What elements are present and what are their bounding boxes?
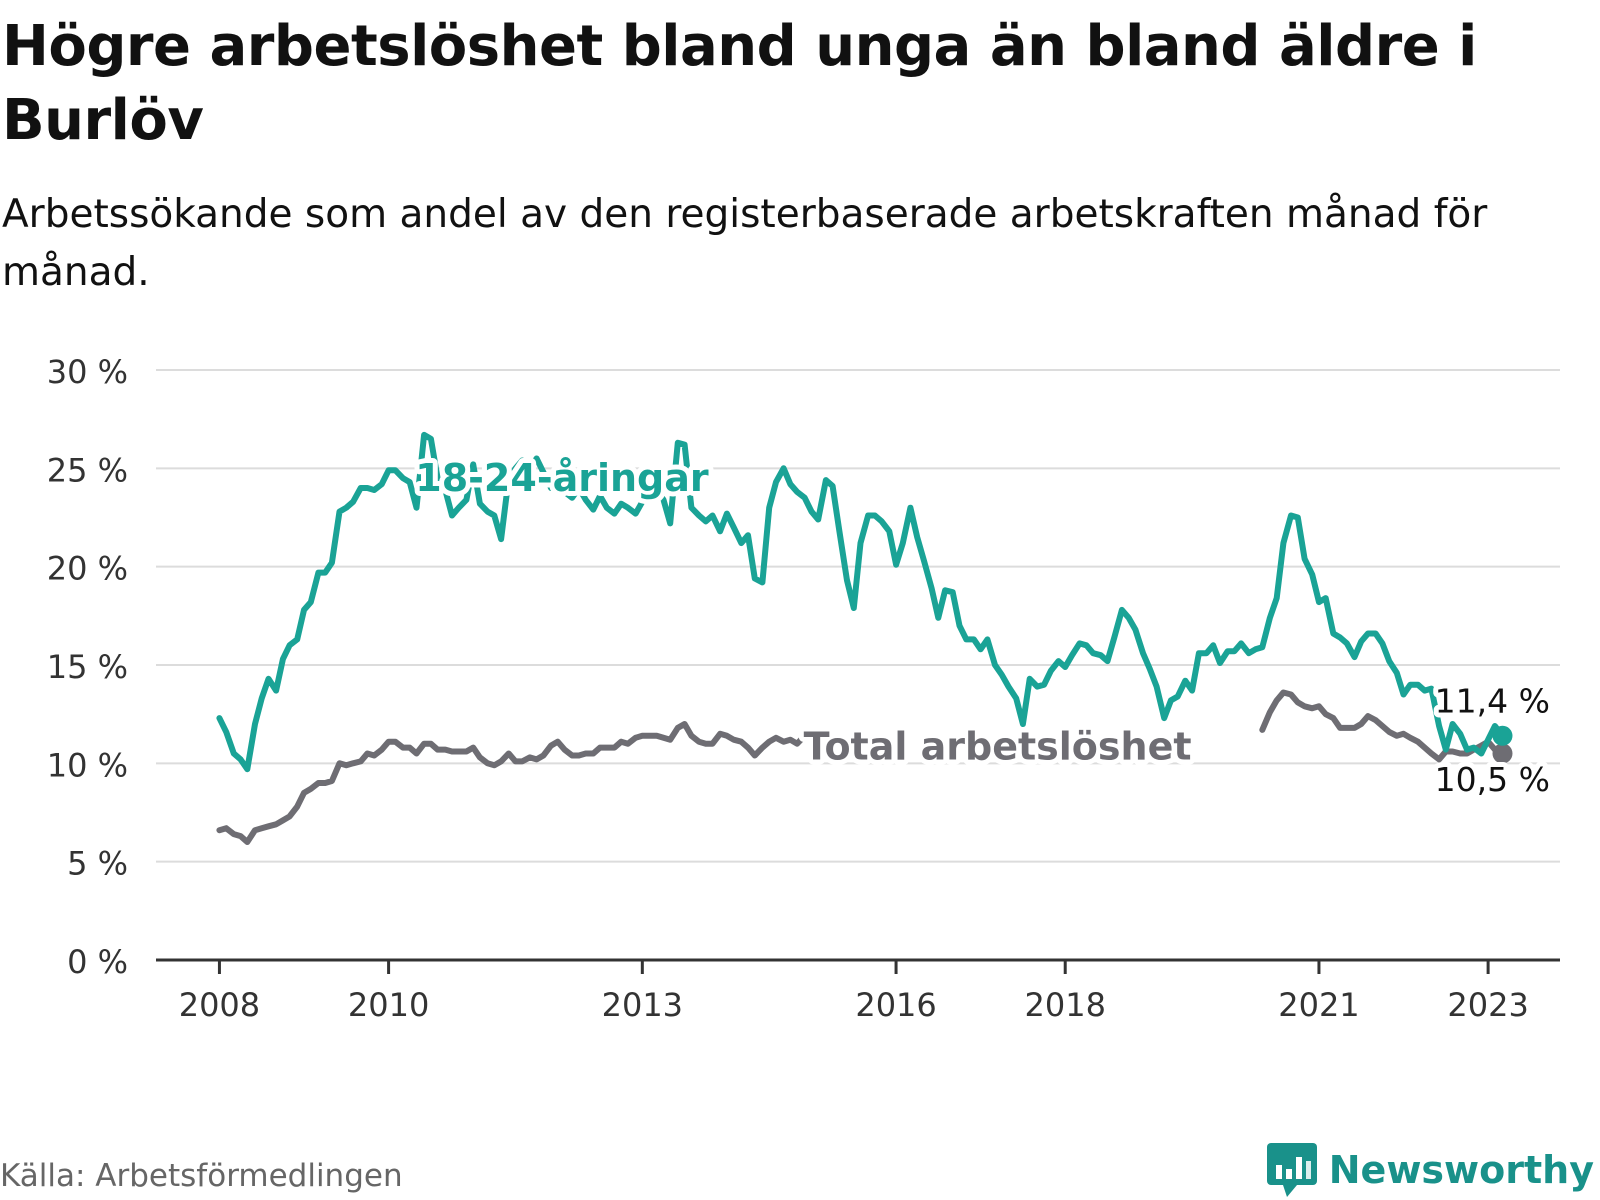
- chart-title: Högre arbetslöshet bland unga än bland ä…: [2, 14, 1477, 153]
- brand-name: Newsworthy: [1328, 1148, 1594, 1192]
- y-tick-label: 15 %: [47, 648, 128, 686]
- series-line-total: [1259, 689, 1506, 763]
- x-tick-label: 2013: [602, 986, 683, 1024]
- chart-subtitle: Arbetssökande som andel av den registerb…: [2, 192, 1488, 295]
- x-tick-label: 2018: [1024, 986, 1105, 1024]
- series-label-total: Total arbetslöshet: [804, 725, 1192, 769]
- series-line-total: [216, 721, 872, 845]
- x-tick-label: 2016: [855, 986, 936, 1024]
- source-note: Källa: Arbetsförmedlingen: [0, 1158, 403, 1194]
- x-tick-label: 2010: [348, 986, 429, 1024]
- y-tick-label: 0 %: [67, 943, 128, 981]
- y-tick-label: 25 %: [47, 451, 128, 489]
- series-labels: 18-24-åringar Total arbetslöshet 11,4 % 10,…: [410, 451, 1555, 804]
- end-label-youth: 11,4 %: [1435, 681, 1550, 720]
- line-chart: 0 %5 %10 %15 %20 %25 %30 % 2008 2010 2013 2…: [47, 353, 1560, 1024]
- gridlines: [156, 369, 1560, 863]
- x-axis: 2008 2010 2013 2016 2018 2021 2023: [156, 958, 1560, 1024]
- y-tick-label: 5 %: [67, 845, 128, 883]
- brand-logo-block: Newsworthy: [1266, 1140, 1594, 1200]
- series-line-youth: [216, 431, 1506, 773]
- x-tick-label: 2008: [179, 986, 260, 1024]
- y-axis-ticks: 0 % 5 % 10 % 15 % 20 % 25 % 30 %: [47, 353, 128, 981]
- end-point-total: [1492, 743, 1513, 764]
- end-label-total: 10,5 %: [1435, 760, 1550, 799]
- series-label-youth: 18-24-åringar: [415, 456, 709, 500]
- y-tick-label: 10 %: [47, 746, 128, 784]
- x-tick-label: 2023: [1447, 986, 1528, 1024]
- y-tick-label: 30 %: [47, 353, 128, 391]
- series-lines: [216, 431, 1513, 845]
- y-tick-label: 20 %: [47, 550, 128, 588]
- end-point-youth: [1492, 725, 1513, 746]
- newsworthy-logo-icon: [1266, 1143, 1317, 1197]
- x-tick-label: 2021: [1278, 986, 1359, 1024]
